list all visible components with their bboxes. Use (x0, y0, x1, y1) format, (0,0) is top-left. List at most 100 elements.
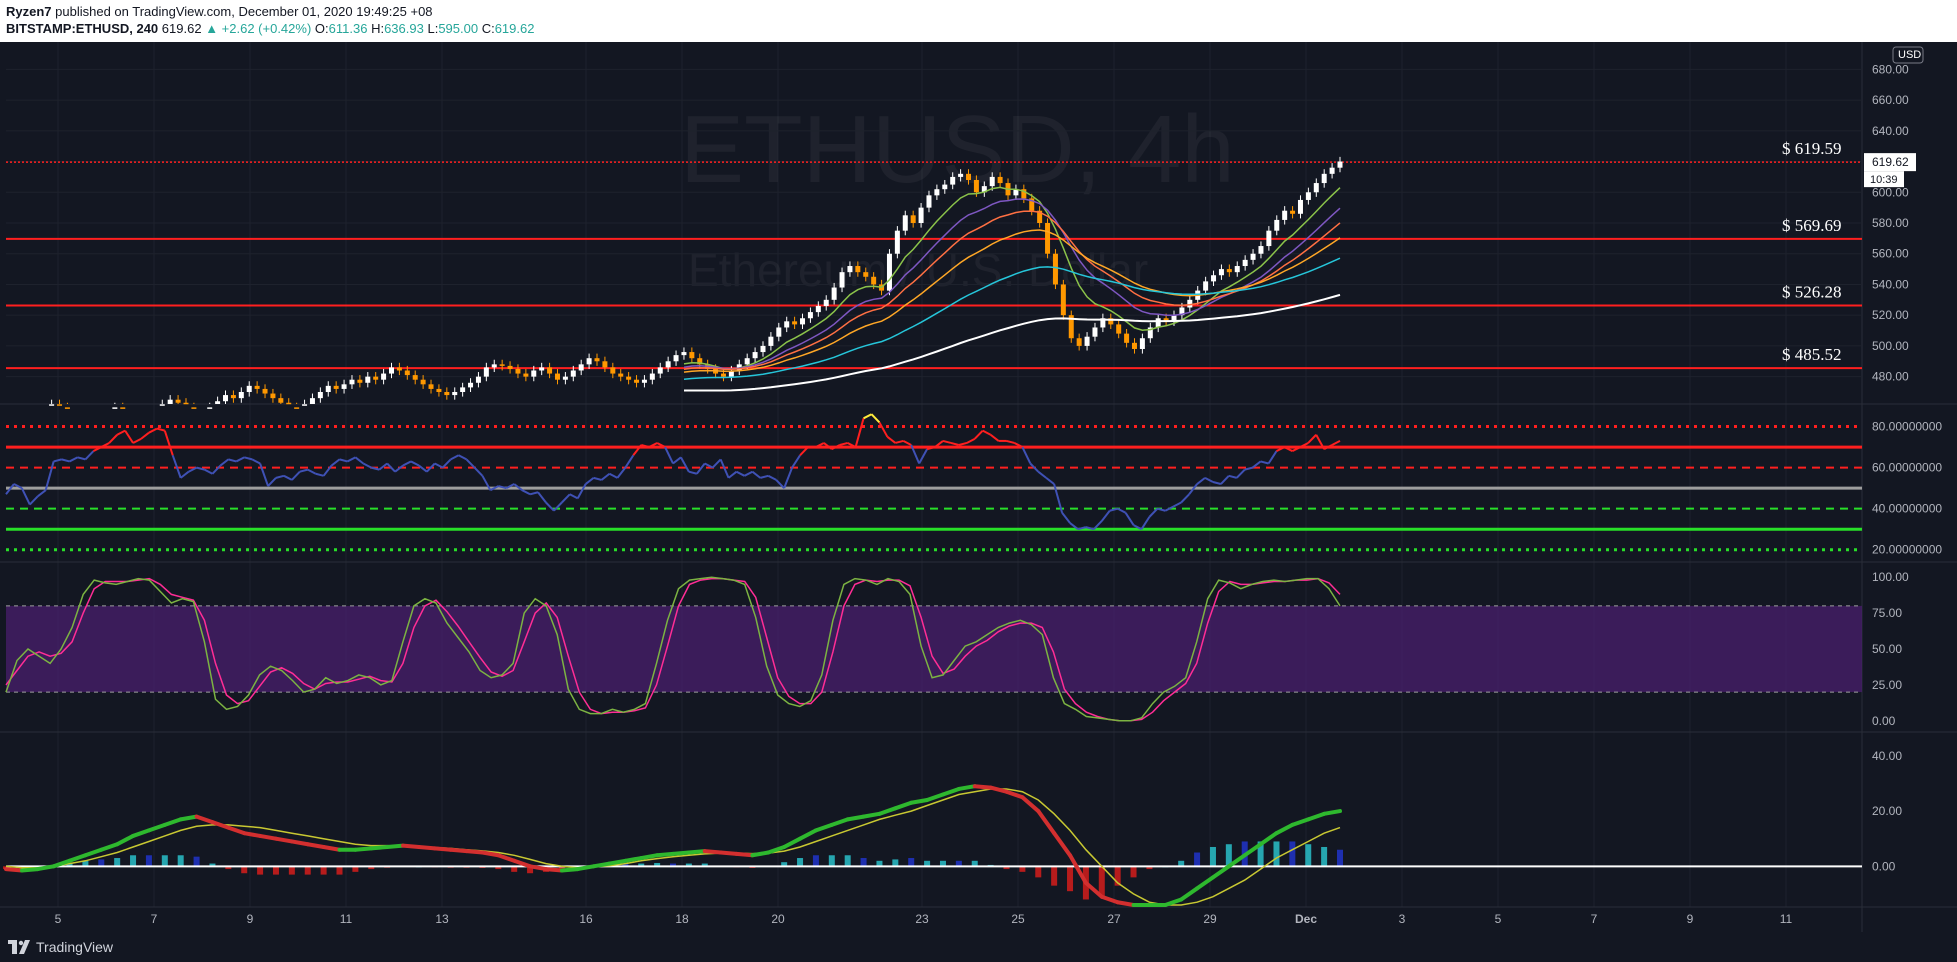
rsi-line-segment (1252, 460, 1262, 469)
candle-body (404, 370, 410, 376)
rsi-line-segment (53, 458, 62, 463)
rsi-line-segment (458, 454, 468, 461)
macd-line-segment (1226, 853, 1247, 869)
candle-body (1139, 338, 1145, 349)
candle-body (610, 367, 616, 374)
candle-body (531, 370, 537, 377)
rsi-line-segment (656, 442, 666, 448)
macd-histogram-bar (797, 858, 804, 867)
candle-body (1060, 284, 1066, 316)
rsi-line-segment (1323, 444, 1333, 451)
candle-body (1076, 338, 1082, 346)
price-level-label: $ 526.28 (1782, 283, 1842, 302)
candle-body (942, 184, 948, 190)
candle-body (958, 173, 964, 177)
macd-histogram-bar (272, 866, 279, 875)
rsi-tick-label: 60.00000000 (1872, 461, 1942, 475)
stoch-tick-label: 100.00 (1872, 570, 1909, 584)
candle-body (207, 407, 213, 409)
rsi-line-segment (1117, 507, 1127, 514)
candle-body (902, 215, 908, 231)
candle-body (507, 365, 513, 369)
moving-average-ema-slow1 (683, 210, 1341, 371)
candle-body (1021, 189, 1027, 199)
candle-body (1124, 333, 1130, 343)
macd-histogram-bar (939, 860, 946, 867)
rsi-line-segment (1037, 470, 1047, 479)
macd-line-segment (1052, 831, 1073, 858)
rsi-line-segment (1196, 477, 1206, 485)
macd-histogram-bar (352, 866, 359, 872)
author-name[interactable]: Ryzen7 (6, 4, 52, 19)
macd-line-segment (178, 814, 199, 822)
rsi-line-segment (371, 466, 380, 471)
rsi-line-segment (1188, 483, 1198, 495)
high-label: H: (371, 21, 385, 36)
macd-histogram-bar (1337, 849, 1343, 867)
macd-histogram-bar (495, 866, 502, 870)
symbol-label: BITSTAMP:ETHUSD, 240 (6, 21, 159, 36)
macd-line-segment (1258, 831, 1279, 847)
macd-line-segment (543, 867, 564, 873)
candle-body (562, 376, 568, 380)
rsi-line-segment (77, 456, 86, 461)
macd-line-segment (1099, 894, 1120, 905)
footer-bar: TradingView (0, 932, 1957, 962)
candle-body (863, 272, 869, 277)
candle-body (800, 318, 806, 325)
candle-body (554, 373, 560, 380)
candle-body (262, 388, 268, 394)
macd-line-segment (1163, 897, 1184, 907)
rsi-line-segment (196, 466, 205, 471)
rsi-line-segment (1283, 446, 1293, 453)
macd-histogram-bar (304, 866, 311, 875)
price-change: ▲ +2.62 (+0.42%) (205, 21, 312, 36)
candle-body (460, 387, 466, 392)
macd-histogram-bar (1305, 844, 1312, 867)
rsi-line-segment (259, 463, 269, 487)
rsi-line-segment (418, 464, 428, 473)
candle-body (175, 399, 181, 403)
macd-line-segment (909, 798, 930, 805)
last-price-tag (1864, 153, 1916, 172)
macd-line-segment (258, 833, 278, 841)
macd-histogram-bar (1130, 866, 1137, 878)
candle-body (768, 336, 774, 346)
candle-body (1305, 192, 1311, 200)
candle-body (1171, 315, 1177, 322)
rsi-line-segment (990, 433, 1000, 442)
rsi-line-segment (847, 442, 857, 448)
stoch-tick-label: 75.00 (1872, 606, 1902, 620)
macd-line-segment (893, 800, 914, 811)
candle-body (1100, 318, 1106, 328)
candle-body (784, 321, 790, 328)
macd-histogram-bar (177, 855, 184, 867)
candle-body (1052, 253, 1058, 285)
macd-histogram-bar (1194, 852, 1201, 867)
macd-histogram-bar (670, 863, 676, 867)
rsi-line-segment (37, 489, 47, 498)
price-level-label: $ 619.59 (1782, 139, 1842, 158)
rsi-line-segment (616, 466, 627, 479)
tradingview-logo[interactable]: TradingView (8, 939, 113, 955)
rsi-line-segment (275, 474, 285, 479)
rsi-line-segment (895, 439, 904, 444)
candle-body (981, 186, 987, 193)
macd-histogram-bar (860, 858, 867, 867)
close-value: 619.62 (494, 21, 535, 36)
rsi-line-segment (1228, 474, 1238, 479)
macd-line-segment (575, 864, 596, 872)
rsi-line-segment (545, 501, 555, 512)
rsi-line-segment (1053, 483, 1064, 514)
rsi-line-segment (696, 462, 706, 475)
rsi-line-segment (235, 456, 245, 463)
rsi-line-segment (498, 485, 507, 490)
macd-line-segment (559, 867, 580, 873)
countdown-tag-label: 10:39 (1870, 174, 1898, 186)
candle-body (1337, 161, 1343, 168)
rsi-line-segment (1013, 442, 1023, 448)
candle-body (586, 358, 592, 365)
macd-histogram-bar (1225, 844, 1232, 867)
rsi-line-segment (878, 421, 889, 438)
